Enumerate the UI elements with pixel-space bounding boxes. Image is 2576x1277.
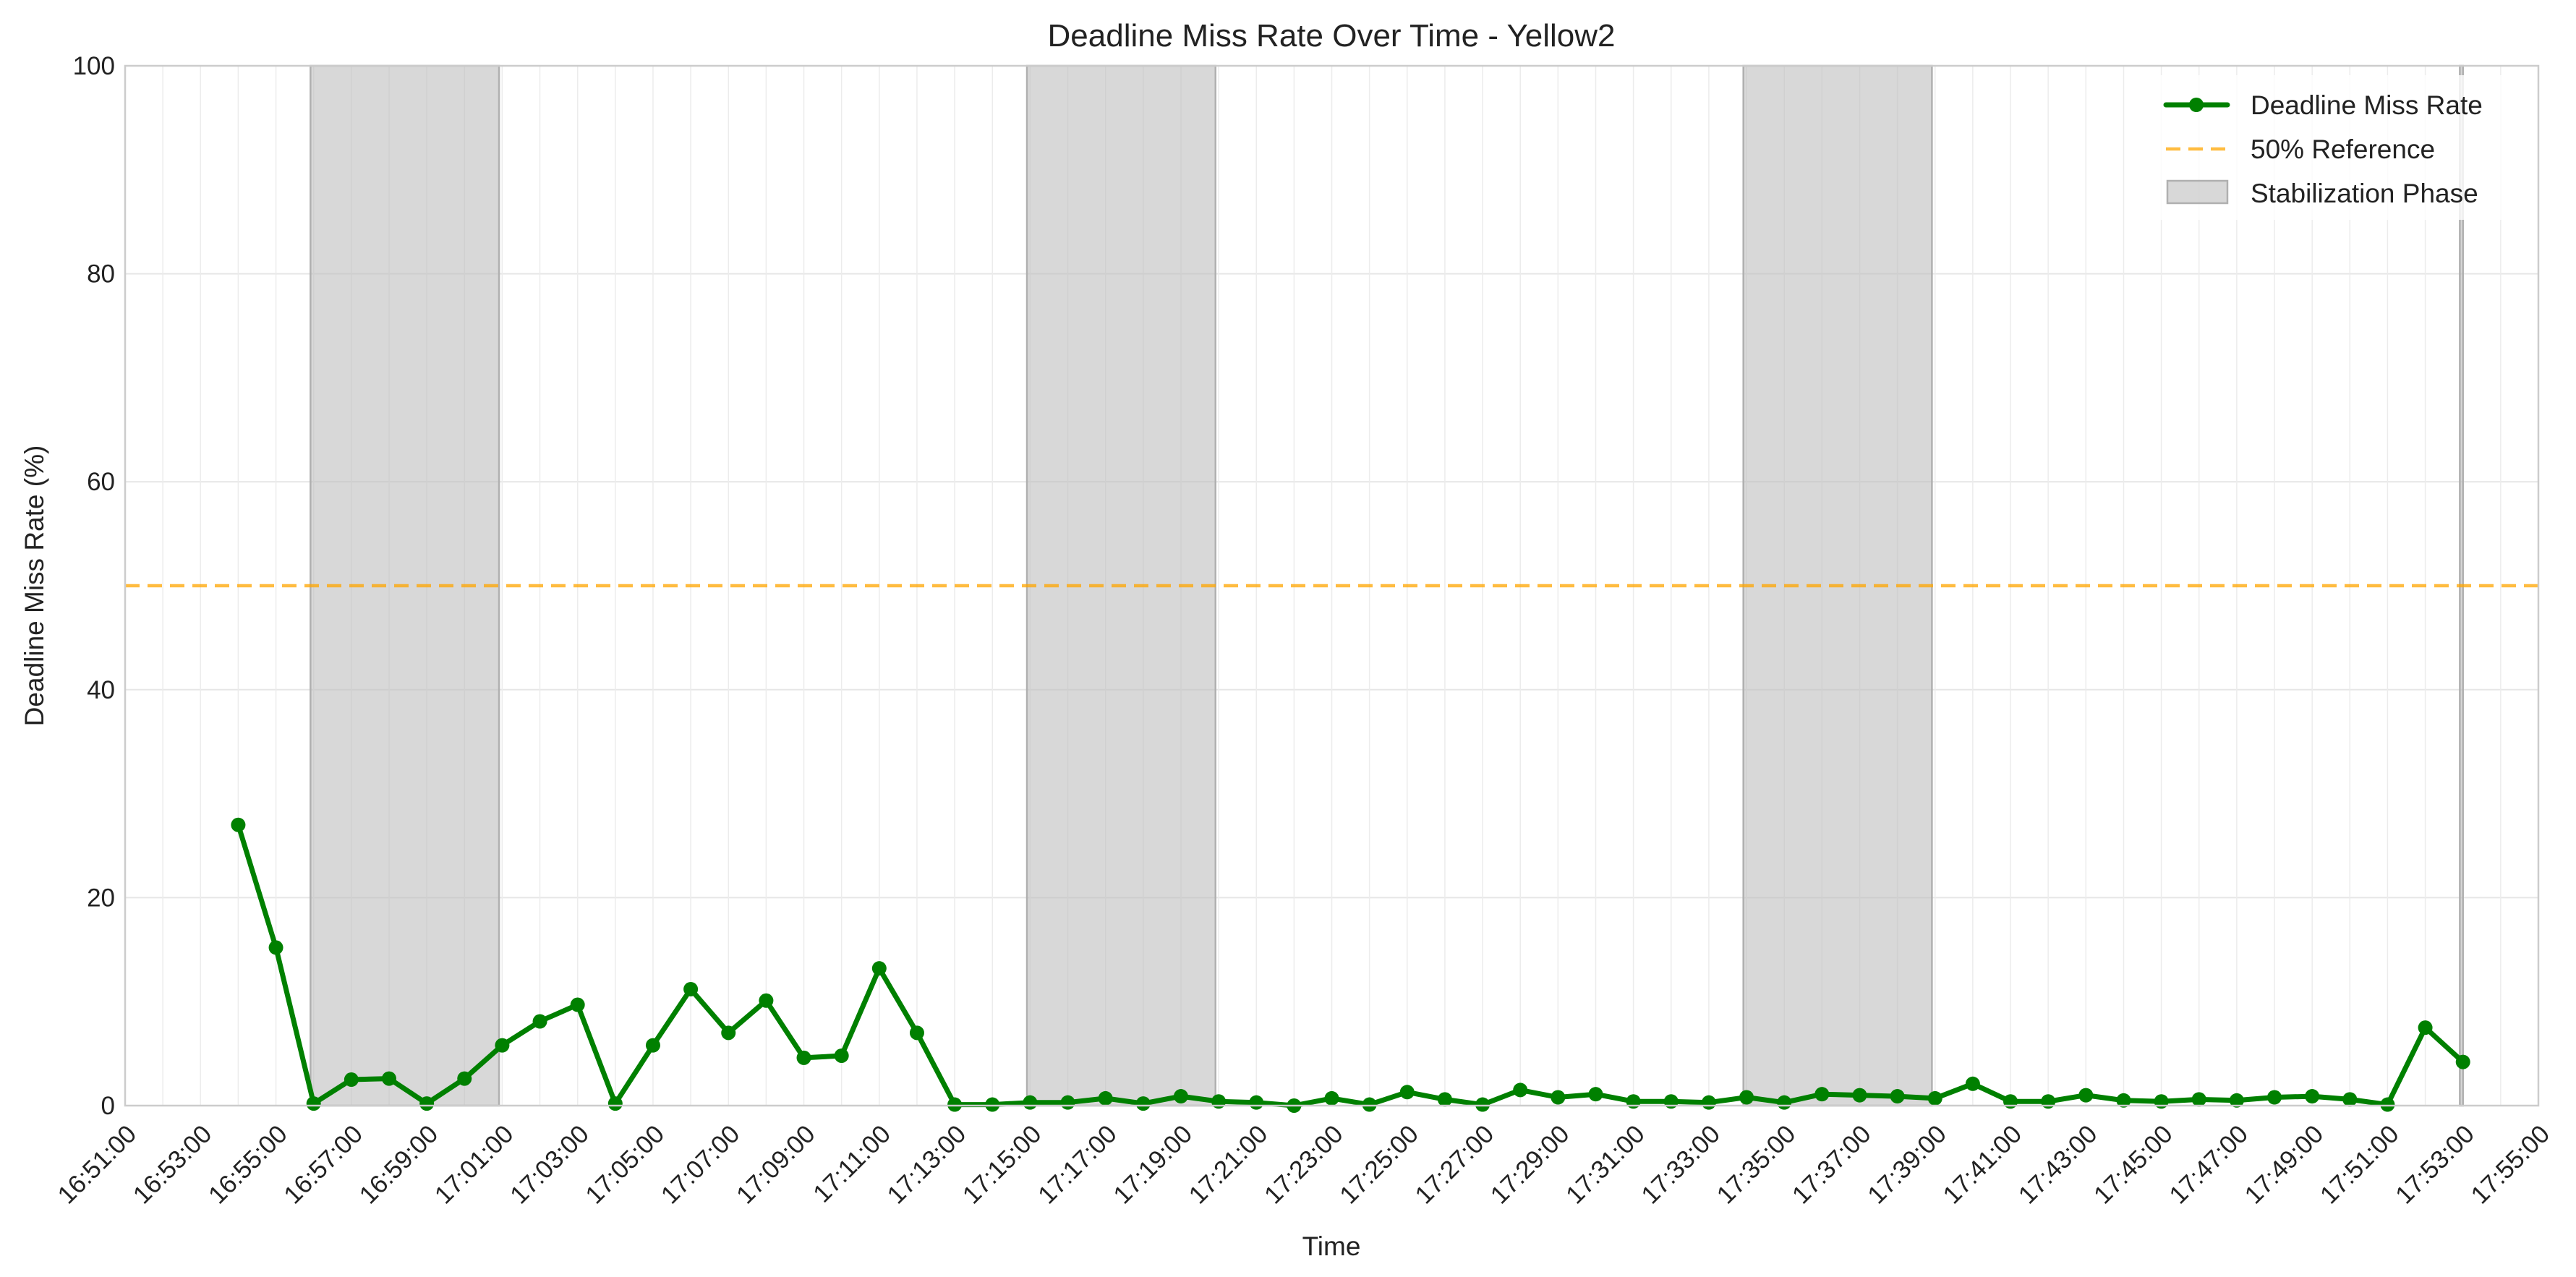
data-point [2267, 1090, 2282, 1105]
x-axis-label: Time [1302, 1231, 1361, 1261]
data-point [645, 1038, 660, 1053]
data-point [1551, 1090, 1566, 1105]
plot-frame [124, 64, 2540, 1107]
legend-label-reference: 50% Reference [2251, 134, 2435, 164]
data-point [985, 1097, 1000, 1112]
data-point [532, 1014, 547, 1029]
data-point [2380, 1097, 2395, 1112]
data-point [344, 1072, 359, 1088]
data-point [2078, 1088, 2094, 1103]
data-point [1324, 1090, 1339, 1106]
data-point [419, 1096, 435, 1111]
legend-marker-series [2189, 98, 2204, 112]
data-point [721, 1025, 736, 1041]
y-tick-label: 20 [87, 884, 115, 912]
y-tick-label: 80 [87, 260, 115, 289]
data-point [1513, 1082, 1528, 1098]
data-point [1777, 1095, 1792, 1110]
data-point [1475, 1097, 1490, 1112]
data-point [1852, 1088, 1867, 1103]
data-point [2455, 1054, 2470, 1069]
data-point [1890, 1089, 1905, 1104]
data-point [1135, 1096, 1151, 1111]
data-point [1927, 1090, 1942, 1106]
data-point [306, 1096, 321, 1111]
y-tick-label: 0 [101, 1092, 115, 1120]
data-point [1965, 1076, 1980, 1091]
data-point [871, 961, 887, 976]
y-tick-label: 100 [73, 52, 115, 80]
data-point [268, 940, 283, 955]
data-point [1588, 1087, 1603, 1102]
data-point [570, 997, 585, 1012]
data-point [457, 1071, 472, 1086]
legend-label-stabilization: Stabilization Phase [2251, 179, 2478, 208]
data-point [1060, 1095, 1075, 1110]
data-point [381, 1071, 396, 1086]
y-tick-label: 40 [87, 676, 115, 704]
legend-label-series: Deadline Miss Rate [2251, 90, 2483, 120]
data-point [2305, 1089, 2320, 1104]
chart-title: Deadline Miss Rate Over Time - Yellow2 [1048, 18, 1616, 54]
data-point [1814, 1087, 1830, 1102]
data-point [1362, 1097, 1377, 1112]
data-point [1249, 1095, 1264, 1110]
data-point [1023, 1095, 1038, 1110]
legend: Deadline Miss Rate 50% Reference Stabili… [2141, 75, 2524, 220]
data-point [1098, 1090, 1113, 1106]
legend-swatch-stabilization [2166, 179, 2229, 205]
data-point [2229, 1093, 2244, 1108]
data-point [1399, 1085, 1415, 1100]
data-point [1437, 1092, 1452, 1107]
data-point [1739, 1090, 1754, 1105]
data-point [834, 1048, 849, 1063]
series-group [231, 817, 2470, 1113]
data-point [2342, 1092, 2358, 1107]
data-point [2116, 1093, 2131, 1108]
data-point [683, 981, 699, 996]
y-axis-label: Deadline Miss Rate (%) [20, 445, 49, 727]
data-point [2191, 1092, 2206, 1107]
data-point [909, 1025, 924, 1041]
y-tick-labels: 0 20 40 60 80 100 [73, 52, 115, 1120]
data-point [2418, 1020, 2433, 1035]
data-point [796, 1050, 811, 1065]
y-tick-label: 60 [87, 468, 115, 496]
data-point [607, 1096, 623, 1111]
data-point [947, 1097, 963, 1112]
data-point [1173, 1089, 1188, 1104]
data-point [495, 1038, 510, 1053]
data-point [231, 817, 246, 832]
data-point [1701, 1095, 1716, 1110]
data-point [759, 993, 774, 1008]
